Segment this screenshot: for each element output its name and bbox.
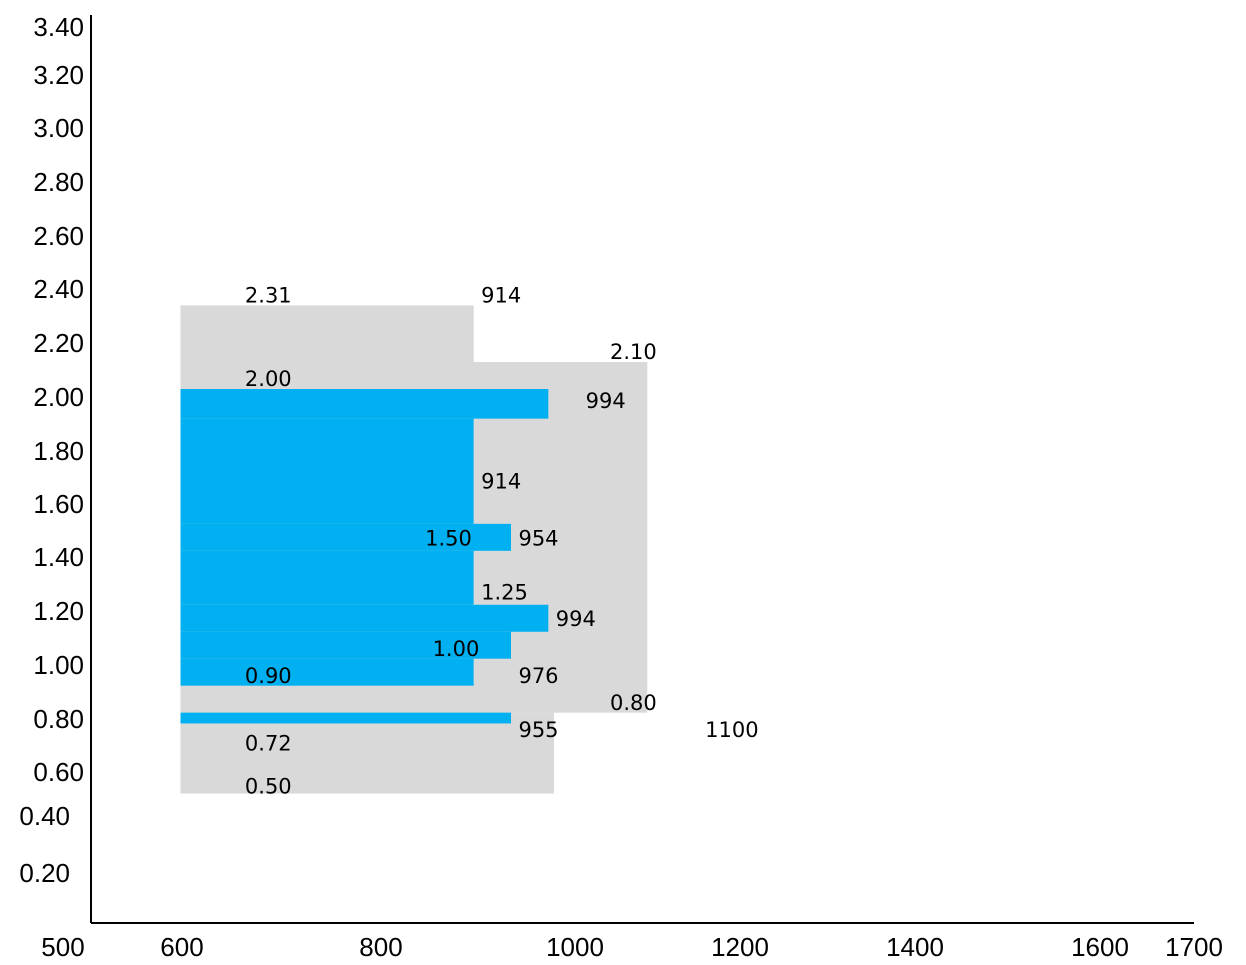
x-tick-label: 1400	[886, 932, 944, 962]
x-tick-label: 1700	[1165, 932, 1223, 962]
data-label: 1100	[705, 718, 758, 742]
data-label: 1.25	[481, 580, 528, 604]
y-tick-label: 0.60	[33, 757, 84, 787]
y-tick-label: 1.80	[33, 436, 84, 466]
x-tick-label: 1000	[546, 932, 604, 962]
data-label: 0.72	[245, 731, 292, 755]
blue-region-1	[180, 418, 474, 524]
data-label: 2.00	[245, 367, 292, 391]
data-label: 1.50	[425, 526, 472, 550]
data-label: 2.31	[245, 284, 292, 308]
y-tick-label: 2.40	[33, 274, 84, 304]
y-tick-label: 1.40	[33, 542, 84, 572]
blue-region-2	[180, 523, 511, 551]
y-tick-label: 2.00	[33, 382, 84, 412]
y-tick-label: 3.20	[33, 60, 84, 90]
data-label: 976	[518, 664, 558, 688]
y-tick-label: 2.80	[33, 167, 84, 197]
y-tick-label: 1.00	[33, 650, 84, 680]
chart-regions	[180, 305, 648, 794]
data-label: 955	[518, 718, 558, 742]
y-tick-label: 2.20	[33, 328, 84, 358]
y-tick-label: 3.40	[33, 12, 84, 42]
y-tick-label: 2.60	[33, 221, 84, 251]
blue-region-0	[180, 389, 549, 419]
data-label: 994	[556, 607, 596, 631]
data-label: 1.00	[433, 637, 480, 661]
y-tick-label: 0.20	[19, 858, 70, 888]
data-label: 994	[586, 389, 626, 413]
blue-region-4	[180, 604, 549, 632]
y-tick-label: 1.60	[33, 489, 84, 519]
y-tick-label: 3.00	[33, 113, 84, 143]
gray-region-0	[180, 305, 474, 363]
y-tick-label: 1.20	[33, 596, 84, 626]
blue-region-5	[180, 631, 511, 659]
x-tick-label: 500	[41, 932, 84, 962]
x-tick-label: 800	[359, 932, 402, 962]
data-label: 914	[481, 284, 521, 308]
data-label: 0.50	[245, 774, 292, 798]
data-label: 914	[481, 470, 521, 494]
x-tick-label: 1600	[1071, 932, 1129, 962]
y-tick-label: 0.80	[33, 704, 84, 734]
data-label: 0.80	[610, 691, 657, 715]
data-label: 0.90	[245, 664, 292, 688]
blue-region-6	[180, 658, 474, 686]
x-tick-label: 1200	[711, 932, 769, 962]
data-label: 2.10	[610, 340, 657, 364]
data-label: 954	[518, 526, 558, 550]
blue-region-3	[180, 550, 474, 605]
x-tick-label: 600	[160, 932, 203, 962]
blue-region-7	[180, 712, 511, 724]
data-labels: 2.31 914 2.10 2.00 994 914 1.50 954 1.25 994 1.00 0…	[245, 284, 759, 799]
y-tick-label: 0.40	[19, 801, 70, 831]
gray-region-2	[180, 712, 554, 794]
